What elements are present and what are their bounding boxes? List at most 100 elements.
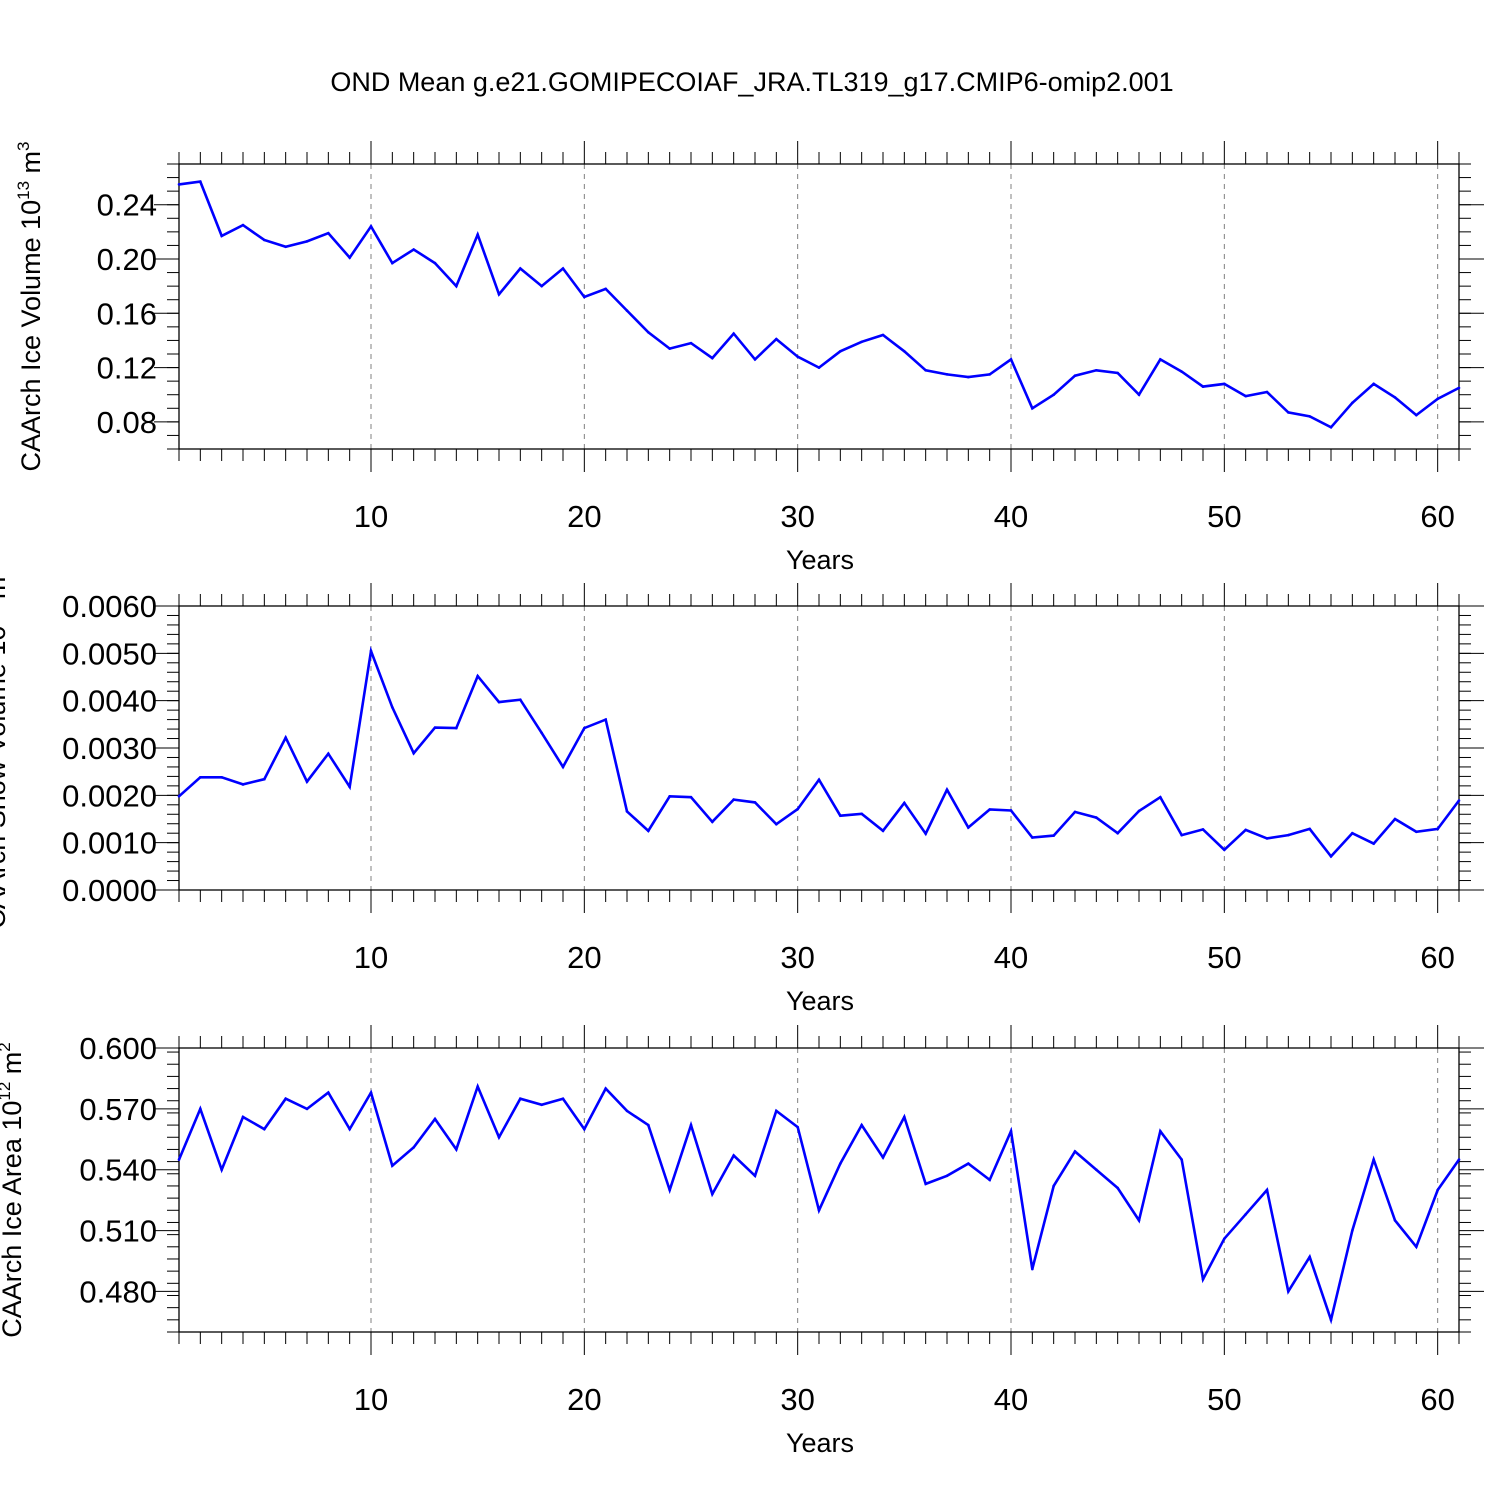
y-axis-title-unit: m xyxy=(0,1052,27,1082)
data-point xyxy=(881,1156,885,1159)
data-point xyxy=(1031,1267,1034,1271)
data-point xyxy=(647,1123,650,1127)
data-point xyxy=(775,1109,778,1113)
data-point xyxy=(1073,374,1077,378)
y-axis-title-text: CAArch Ice Area 10 xyxy=(0,1101,27,1338)
data-point xyxy=(753,358,757,361)
data-point xyxy=(988,373,991,376)
y-axis-title-unit-exponent: 2 xyxy=(0,1042,14,1051)
data-point xyxy=(711,820,714,824)
data-point xyxy=(583,295,586,299)
data-point xyxy=(924,832,927,835)
data-point xyxy=(1095,1168,1098,1172)
data-point xyxy=(497,700,501,704)
y-tick-label: 0.0000 xyxy=(62,873,157,908)
data-point xyxy=(1159,1129,1162,1133)
data-point xyxy=(860,340,863,344)
data-point xyxy=(924,368,927,372)
data-point xyxy=(796,355,799,359)
data-point xyxy=(1244,394,1247,398)
x-tick-label: 50 xyxy=(1207,940,1241,975)
data-point xyxy=(1265,837,1269,840)
x-tick-label: 40 xyxy=(994,499,1028,534)
data-point xyxy=(1457,799,1461,802)
data-point xyxy=(433,261,437,265)
data-point xyxy=(1009,809,1013,812)
data-point xyxy=(476,674,479,678)
x-tick-label: 10 xyxy=(354,1382,388,1417)
y-axis-title-unit: m xyxy=(0,577,11,607)
y-axis-title: CAArch Snow Volume 1013 m3 xyxy=(0,567,11,929)
data-point xyxy=(604,287,607,291)
data-point xyxy=(1415,413,1418,417)
data-point xyxy=(1052,393,1055,397)
data-point xyxy=(561,765,565,769)
data-point xyxy=(540,284,543,288)
data-point xyxy=(348,1127,351,1131)
data-point xyxy=(796,1125,799,1129)
y-tick-label: 0.540 xyxy=(79,1153,157,1188)
data-point xyxy=(561,267,565,270)
data-point xyxy=(348,256,351,259)
data-point xyxy=(1052,834,1055,837)
data-point xyxy=(220,234,223,238)
y-tick-label: 0.20 xyxy=(97,242,157,277)
data-point xyxy=(1159,358,1162,361)
data-point xyxy=(1137,1219,1141,1222)
y-tick-label: 0.0010 xyxy=(62,826,157,861)
data-point xyxy=(988,808,991,811)
data-point xyxy=(753,801,757,804)
data-point xyxy=(1287,1290,1290,1293)
y-axis-title: CAArch Ice Volume 1013 m3 xyxy=(14,141,46,471)
data-point xyxy=(1180,1158,1183,1161)
x-tick-label: 60 xyxy=(1420,940,1454,975)
data-point xyxy=(199,1107,202,1111)
data-point xyxy=(241,223,245,227)
data-point xyxy=(220,776,223,779)
x-tick-label: 20 xyxy=(567,499,601,534)
data-point xyxy=(945,373,949,376)
data-point xyxy=(348,785,351,789)
y-tick-label: 0.08 xyxy=(97,405,157,440)
data-point xyxy=(519,1097,522,1101)
data-point xyxy=(1201,828,1205,831)
data-point xyxy=(625,309,629,312)
y-tick-label: 0.0020 xyxy=(62,778,157,813)
data-point xyxy=(1116,831,1119,835)
y-tick-label: 0.0050 xyxy=(62,636,157,671)
data-point xyxy=(732,332,735,335)
data-point xyxy=(775,337,778,341)
data-point xyxy=(305,780,309,783)
data-point xyxy=(1009,358,1013,361)
data-point xyxy=(1329,855,1333,858)
data-point xyxy=(1351,401,1354,405)
data-point xyxy=(1287,411,1290,414)
data-point xyxy=(476,1085,479,1088)
data-point xyxy=(1073,810,1077,814)
data-point xyxy=(1201,385,1205,388)
data-point xyxy=(263,777,266,781)
data-point xyxy=(647,829,650,833)
x-tick-label: 40 xyxy=(994,1382,1028,1417)
data-point xyxy=(1265,390,1269,394)
data-point xyxy=(1201,1277,1205,1281)
x-axis-title: Years xyxy=(786,986,854,1016)
data-point xyxy=(924,1182,927,1186)
x-tick-label: 50 xyxy=(1207,499,1241,534)
data-point xyxy=(1351,1229,1354,1232)
x-tick-label: 10 xyxy=(354,940,388,975)
data-point xyxy=(881,829,885,833)
data-point xyxy=(689,1123,693,1127)
data-point xyxy=(1308,415,1311,418)
y-axis-title: CAArch Ice Area 1012 m2 xyxy=(0,1042,27,1338)
data-point xyxy=(775,822,778,826)
y-axis-title-exponent: 13 xyxy=(14,181,33,200)
figure-title: OND Mean g.e21.GOMIPECOIAF_JRA.TL319_g17… xyxy=(330,67,1173,97)
data-point xyxy=(1329,1318,1333,1322)
data-point xyxy=(327,231,330,235)
data-point xyxy=(583,1127,586,1131)
data-point xyxy=(199,180,202,183)
data-point xyxy=(817,1208,821,1212)
data-point xyxy=(1329,425,1333,429)
